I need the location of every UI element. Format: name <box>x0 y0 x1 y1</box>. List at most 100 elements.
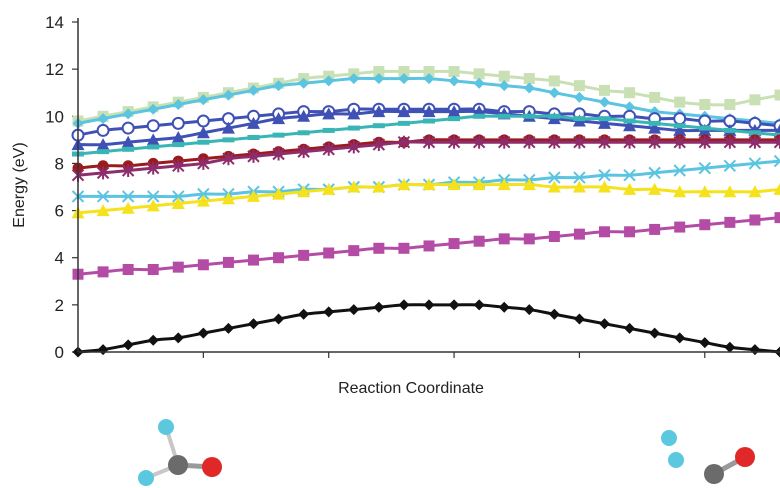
data-point <box>348 73 360 85</box>
data-point <box>648 166 661 180</box>
data-point <box>423 118 435 124</box>
data-point <box>322 182 336 195</box>
data-point <box>447 178 461 191</box>
data-point <box>774 212 780 224</box>
data-point <box>473 113 486 119</box>
data-point <box>673 123 687 136</box>
data-point <box>347 107 361 120</box>
data-point <box>373 301 385 313</box>
data-point <box>472 135 486 149</box>
data-point <box>623 118 636 124</box>
data-point <box>398 299 410 311</box>
data-point <box>547 180 561 193</box>
data-point <box>121 135 135 148</box>
data-point <box>397 120 410 126</box>
data-point <box>221 192 235 205</box>
data-point <box>423 240 435 252</box>
axes <box>77 18 780 353</box>
data-point <box>498 80 510 92</box>
y-tick-label: 14 <box>45 13 64 32</box>
data-point <box>197 259 209 271</box>
data-point <box>172 99 184 110</box>
data-point <box>121 190 135 203</box>
data-point <box>623 135 636 149</box>
data-point <box>121 164 135 177</box>
data-point <box>523 82 535 94</box>
data-point <box>599 84 610 96</box>
data-point <box>523 135 536 149</box>
data-point <box>774 89 780 101</box>
data-point <box>323 306 335 318</box>
data-point <box>122 339 134 351</box>
data-point <box>171 197 185 209</box>
data-point <box>448 75 460 87</box>
data-point <box>673 135 686 149</box>
data-point <box>423 73 435 85</box>
data-point <box>97 266 109 278</box>
data-point <box>498 233 510 245</box>
data-point <box>298 77 310 89</box>
data-point <box>121 121 135 135</box>
data-point <box>221 121 235 134</box>
data-point <box>698 185 712 198</box>
data-point <box>573 228 585 240</box>
data-point <box>297 130 310 136</box>
data-point <box>247 116 260 129</box>
data-point <box>422 105 436 118</box>
data-point <box>373 242 385 254</box>
data-point <box>222 322 234 334</box>
y-tick-labels: 0 2 4 6 8 10 12 14 <box>45 13 78 362</box>
data-point <box>548 87 560 99</box>
data-point <box>548 75 560 87</box>
data-point <box>197 156 210 170</box>
data-point <box>196 114 210 128</box>
data-point <box>373 73 385 85</box>
data-point <box>247 189 260 202</box>
data-point <box>573 313 585 325</box>
data-point <box>372 138 386 152</box>
data-point <box>348 304 360 316</box>
series-3 <box>71 105 780 151</box>
data-point <box>749 344 761 356</box>
data-point <box>648 182 662 195</box>
data-point <box>473 235 485 247</box>
data-point <box>624 226 636 238</box>
data-point <box>723 159 737 172</box>
data-point <box>97 160 109 172</box>
hydrogen-atom <box>668 452 684 468</box>
hydrogen-atom <box>138 470 154 486</box>
data-point <box>97 344 109 356</box>
data-point <box>373 66 385 77</box>
data-point <box>272 132 285 138</box>
data-point <box>323 75 335 87</box>
data-point <box>398 66 410 77</box>
data-point <box>599 318 610 330</box>
data-point <box>573 116 586 122</box>
data-point <box>247 149 260 163</box>
data-point <box>247 135 260 140</box>
data-point <box>497 178 511 191</box>
data-point <box>573 91 585 103</box>
data-point <box>498 301 510 313</box>
data-point <box>498 113 511 119</box>
series-9 <box>72 212 780 280</box>
data-point <box>699 337 711 349</box>
data-point <box>122 108 134 120</box>
data-point <box>147 334 159 346</box>
data-point <box>348 245 360 257</box>
data-point <box>598 116 611 122</box>
y-tick-label: 12 <box>45 60 64 79</box>
product-molecule <box>661 430 755 484</box>
data-point <box>473 77 485 89</box>
data-point <box>347 140 360 154</box>
data-point <box>222 89 234 101</box>
carbon-atom <box>704 464 724 484</box>
data-point <box>572 180 586 193</box>
data-point <box>624 322 636 334</box>
data-point <box>147 161 160 175</box>
data-point <box>398 242 410 254</box>
data-point <box>598 135 611 149</box>
data-point <box>96 190 110 203</box>
hydrogen-atom <box>661 430 677 446</box>
data-point <box>196 126 210 139</box>
